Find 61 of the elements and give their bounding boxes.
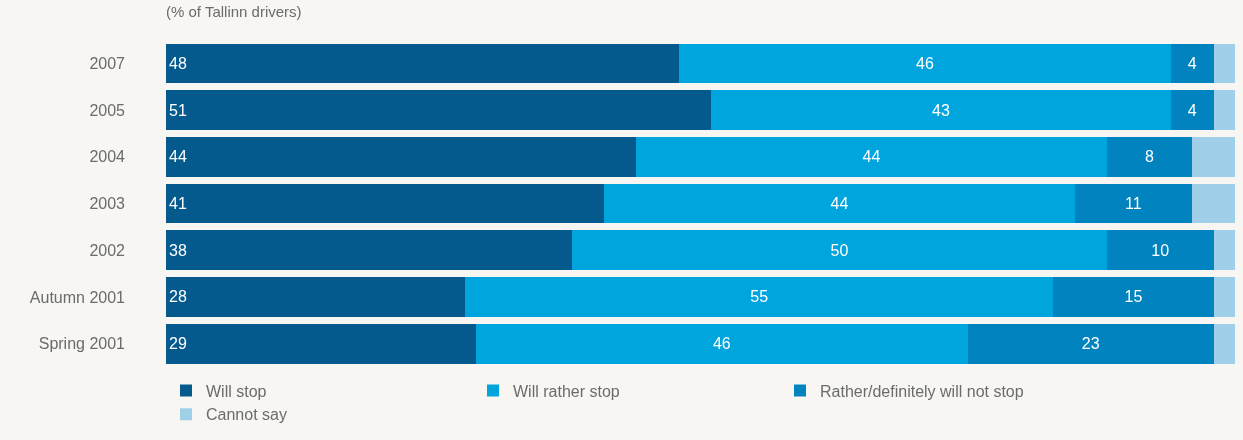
data-label: 55 (750, 288, 769, 306)
chart-title: (% of Tallinn drivers) (166, 3, 302, 21)
data-label: 10 (1151, 241, 1170, 259)
bar (572, 230, 1107, 271)
y-tick-label: 2003 (89, 195, 126, 213)
data-label: 46 (916, 54, 934, 72)
bar (476, 323, 968, 364)
bar (711, 90, 1171, 130)
bar (166, 230, 573, 271)
bar (166, 183, 605, 224)
data-label: 43 (932, 101, 950, 119)
data-label: 46 (712, 335, 731, 353)
data-label: 4 (1187, 54, 1197, 72)
bar (465, 277, 1054, 317)
bar (166, 323, 477, 364)
data-label: 29 (169, 335, 187, 353)
bar (1192, 183, 1235, 224)
legend-label: Rather/definitely will not stop (820, 382, 1024, 400)
bar (166, 90, 712, 130)
data-label: 44 (169, 148, 187, 166)
data-label: 44 (862, 148, 881, 166)
bar (166, 43, 680, 84)
bar (1170, 43, 1214, 84)
bar (1213, 323, 1235, 364)
bar (1106, 136, 1193, 177)
y-tick-label: 2002 (89, 241, 126, 259)
bar (1170, 90, 1214, 130)
bar (1192, 136, 1235, 177)
data-label: 28 (169, 288, 187, 306)
bar (1053, 277, 1214, 317)
data-label: 50 (830, 241, 849, 259)
data-label: 15 (1124, 288, 1143, 306)
bar (1106, 230, 1214, 271)
data-label: 23 (1081, 335, 1100, 353)
y-tick-label: Autumn 2001 (29, 288, 126, 306)
legend-label: Cannot say (206, 406, 287, 424)
data-label: 8 (1144, 148, 1154, 166)
bar (1213, 230, 1235, 271)
legend-label: Will stop (206, 382, 267, 400)
data-label: 38 (169, 241, 187, 259)
bar (166, 136, 637, 177)
data-label: 11 (1125, 195, 1142, 212)
data-label: 4 (1187, 101, 1197, 119)
bar (679, 43, 1171, 84)
bar (1213, 43, 1235, 84)
bar (636, 136, 1107, 177)
bar (1074, 183, 1193, 224)
bar (967, 323, 1214, 364)
legend-label: Will rather stop (513, 382, 620, 400)
y-tick-label: 2007 (89, 54, 126, 72)
data-label: 51 (169, 101, 187, 119)
bar (604, 183, 1075, 224)
bar (166, 277, 466, 317)
data-label: 44 (830, 195, 849, 212)
bar (1213, 277, 1235, 317)
data-label: 48 (169, 54, 187, 72)
data-label: 41 (169, 195, 187, 212)
y-tick-label: 2005 (89, 101, 126, 119)
y-tick-label: 2004 (89, 148, 126, 166)
y-tick-label: Spring 2001 (38, 335, 126, 353)
bar (1213, 90, 1235, 130)
